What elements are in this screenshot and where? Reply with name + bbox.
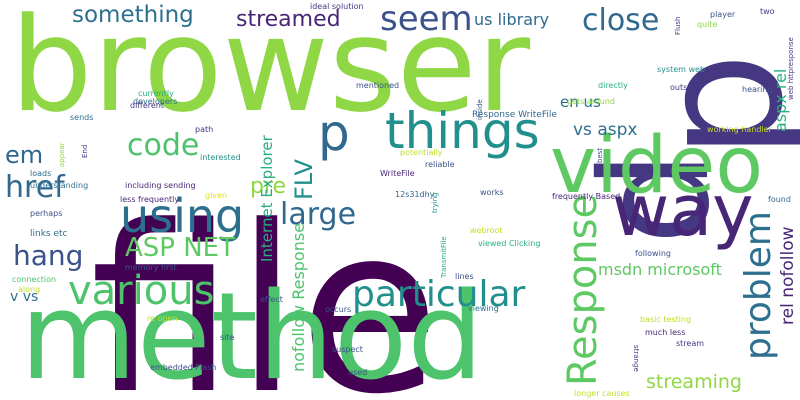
word: hang [13, 239, 83, 272]
word: effect [260, 295, 283, 304]
word: pre [250, 174, 286, 199]
word: including sending [125, 181, 196, 190]
word: p [623, 52, 800, 160]
word: way [612, 170, 754, 252]
word: rel nofollow [778, 226, 798, 325]
word: code [127, 128, 199, 163]
word: webroot [470, 226, 503, 235]
word: player [710, 10, 736, 19]
word: directly [598, 81, 628, 90]
word: End [81, 145, 89, 158]
word: frequently Based [552, 192, 620, 201]
word: stream [676, 339, 704, 348]
word: browser [10, 0, 531, 141]
word: streaming [646, 371, 742, 393]
word: gets around [567, 97, 615, 106]
word: nofollow Response [289, 223, 308, 372]
word: reliable [425, 160, 455, 169]
word: appear [58, 142, 66, 167]
word: things [385, 102, 540, 160]
word: lines [455, 272, 474, 281]
word: msdn microsoft [598, 260, 722, 279]
word: potentially [400, 148, 443, 157]
word: occurs [325, 305, 351, 314]
word: trying [431, 192, 439, 213]
word: embedded Flash [150, 363, 216, 372]
word: aspx rel [771, 69, 790, 132]
word: vs aspx [573, 120, 637, 140]
word: TransmitFile [440, 236, 448, 279]
word: Flush [674, 17, 682, 36]
word: outside [670, 83, 700, 92]
word: used [348, 368, 367, 377]
word: seem [380, 0, 473, 39]
word: perhaps [30, 209, 62, 218]
word: streamed [236, 7, 341, 32]
word: something [72, 2, 194, 28]
word: links etc [30, 229, 68, 239]
word: sends [70, 113, 93, 122]
word: path [195, 125, 213, 134]
word: file [90, 178, 440, 400]
word: two [760, 7, 775, 16]
word: Internet Explorer [258, 134, 276, 262]
word: various [68, 268, 214, 314]
word: WriteFile [380, 169, 415, 178]
word: mentioned [356, 81, 399, 90]
word: en us [560, 93, 601, 111]
word: connection [12, 275, 56, 284]
word: found [768, 195, 791, 204]
word: suspect [332, 345, 363, 354]
word: Response WriteFile [472, 110, 557, 120]
word: strange [632, 345, 640, 372]
word: inside [476, 99, 484, 120]
word: using [120, 189, 244, 243]
word: p [318, 104, 350, 162]
word: viewing [468, 304, 499, 313]
word: ASP NET [125, 233, 235, 263]
word: problem [738, 211, 779, 360]
word: system web [657, 65, 705, 74]
word: v vs [10, 289, 38, 305]
word: best [596, 148, 604, 163]
word: Response [560, 194, 606, 386]
word: web httpresponse [787, 37, 795, 100]
word: site [220, 333, 235, 342]
word: longer causes [574, 389, 630, 398]
word: different [130, 101, 164, 110]
word: following [635, 249, 671, 258]
word: closed properly [703, 134, 765, 143]
word: ideal solution [310, 2, 364, 11]
word: us library [474, 10, 549, 29]
word: FLV [290, 158, 318, 200]
word: em [5, 141, 43, 169]
word: particular [352, 274, 526, 315]
word: viewed Clicking [478, 239, 540, 248]
word: works [480, 188, 504, 197]
word: much less [645, 328, 685, 337]
word: basic testing [640, 315, 691, 324]
word: p [589, 150, 763, 245]
word: memory first [125, 263, 177, 272]
word: developers [133, 97, 177, 106]
word: given [205, 191, 227, 200]
word: close [582, 3, 659, 38]
word: 12s31dhy [395, 190, 435, 199]
word: href [5, 170, 66, 205]
word: re open [147, 314, 178, 323]
word: method [20, 268, 483, 400]
word: loads [30, 169, 51, 178]
word: video [550, 121, 763, 211]
word: hearing [742, 85, 773, 94]
word: along [18, 285, 40, 294]
word: quite [697, 20, 718, 29]
word: working handler [707, 125, 773, 134]
word: less frequently [120, 195, 179, 204]
word: currently [138, 89, 174, 98]
word: interested [200, 153, 241, 162]
word: understanding [30, 181, 88, 190]
word: large [280, 197, 356, 232]
